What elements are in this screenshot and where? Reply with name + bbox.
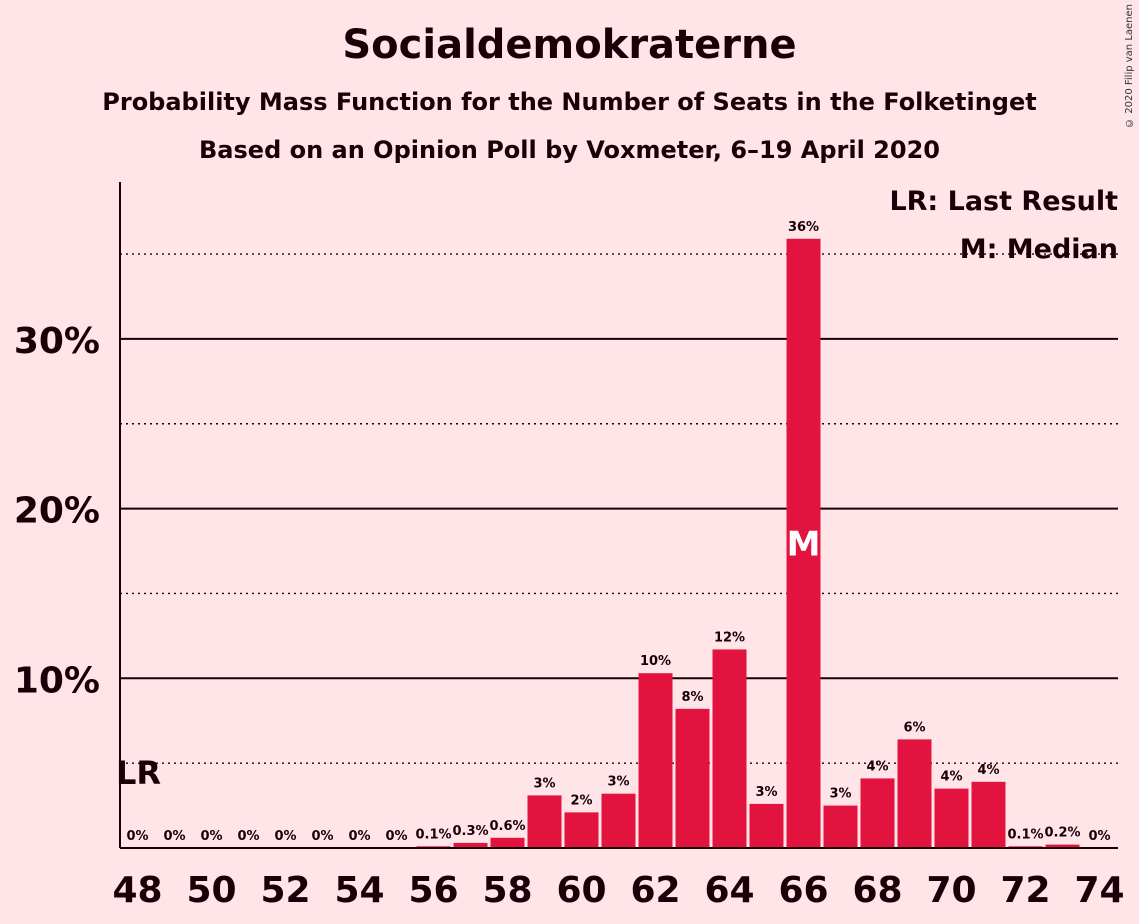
data-labels: 0%LR0% 0% 0% 0% 0% 0% 0% 0.1% 0.3% 0.6%3%2%3%10%8… xyxy=(116,220,1111,844)
data-label: 0% xyxy=(237,829,259,844)
bars xyxy=(416,238,1080,849)
y-tick-label: 10% xyxy=(14,660,100,701)
grid-lines xyxy=(120,253,1118,764)
data-label: 12% xyxy=(714,630,745,645)
data-label: 10% xyxy=(640,654,671,669)
data-label: 4% xyxy=(940,770,962,785)
bar-seat-70 xyxy=(934,788,969,848)
median-marker: M xyxy=(787,524,821,564)
axes: 10% 20% 30% 48 50 52 54 56 58 60 62 64 66 68 70 72 74 xyxy=(14,182,1125,911)
legend-median: M: Median xyxy=(960,234,1118,265)
bar-seat-60 xyxy=(564,812,599,848)
bar-seat-71 xyxy=(971,781,1006,848)
data-label: 0% xyxy=(1088,829,1110,844)
bar-seat-73 xyxy=(1045,844,1080,848)
data-label: 0% xyxy=(348,829,370,844)
data-label: 0% xyxy=(126,829,148,844)
bar-seat-64 xyxy=(712,649,747,848)
x-tick-label: 50 xyxy=(186,870,236,911)
data-label: 0.3% xyxy=(452,824,488,839)
chart-subtitle-poll: Based on an Opinion Poll by Voxmeter, 6–… xyxy=(199,136,940,164)
x-tick-label: 72 xyxy=(1000,870,1050,911)
bar-seat-61 xyxy=(601,793,636,848)
bar-seat-67 xyxy=(823,805,858,848)
x-tick-label: 66 xyxy=(778,870,828,911)
data-label: 3% xyxy=(755,785,777,800)
last-result-marker: LR xyxy=(116,754,161,792)
x-tick-label: 60 xyxy=(556,870,606,911)
data-label: 0% xyxy=(200,829,222,844)
data-label: 6% xyxy=(903,720,925,735)
legend-last-result: LR: Last Result xyxy=(889,186,1118,217)
bar-seat-68 xyxy=(860,778,895,848)
chart-title: Socialdemokraterne xyxy=(342,22,797,68)
data-label: 36% xyxy=(788,220,819,235)
x-tick-label: 54 xyxy=(334,870,384,911)
x-tick-label: 64 xyxy=(704,870,754,911)
data-label: 4% xyxy=(866,759,888,774)
y-tick-label: 30% xyxy=(14,321,100,362)
bar-seat-63 xyxy=(675,708,710,848)
chart-subtitle: Probability Mass Function for the Number… xyxy=(102,88,1037,116)
x-tick-label: 74 xyxy=(1074,870,1124,911)
bar-seat-65 xyxy=(749,803,784,848)
bar-seat-58 xyxy=(490,837,525,848)
bar-seat-59 xyxy=(527,795,562,848)
data-label: 0% xyxy=(163,829,185,844)
x-tick-label: 70 xyxy=(926,870,976,911)
bar-seat-57 xyxy=(453,842,488,848)
data-label: 2% xyxy=(570,793,592,808)
data-label: 0.1% xyxy=(415,827,451,842)
bar-seat-66 xyxy=(786,238,821,849)
data-label: 4% xyxy=(977,763,999,778)
y-tick-label: 20% xyxy=(14,491,100,532)
data-label: 8% xyxy=(681,690,703,705)
x-tick-label: 56 xyxy=(408,870,458,911)
data-label: 0.6% xyxy=(489,819,525,834)
bar-seat-69 xyxy=(897,739,932,848)
data-label: 0% xyxy=(274,829,296,844)
x-tick-label: 58 xyxy=(482,870,532,911)
data-label: 3% xyxy=(829,787,851,802)
data-label: 0.1% xyxy=(1007,827,1043,842)
x-tick-label: 48 xyxy=(112,870,162,911)
data-label: 3% xyxy=(607,775,629,790)
data-label: 0% xyxy=(385,829,407,844)
x-tick-label: 52 xyxy=(260,870,310,911)
data-label: 0.2% xyxy=(1044,826,1080,841)
x-tick-label: 62 xyxy=(630,870,680,911)
data-label: 0% xyxy=(311,829,333,844)
bar-seat-62 xyxy=(638,673,673,848)
x-tick-label: 68 xyxy=(852,870,902,911)
data-label: 3% xyxy=(533,776,555,791)
